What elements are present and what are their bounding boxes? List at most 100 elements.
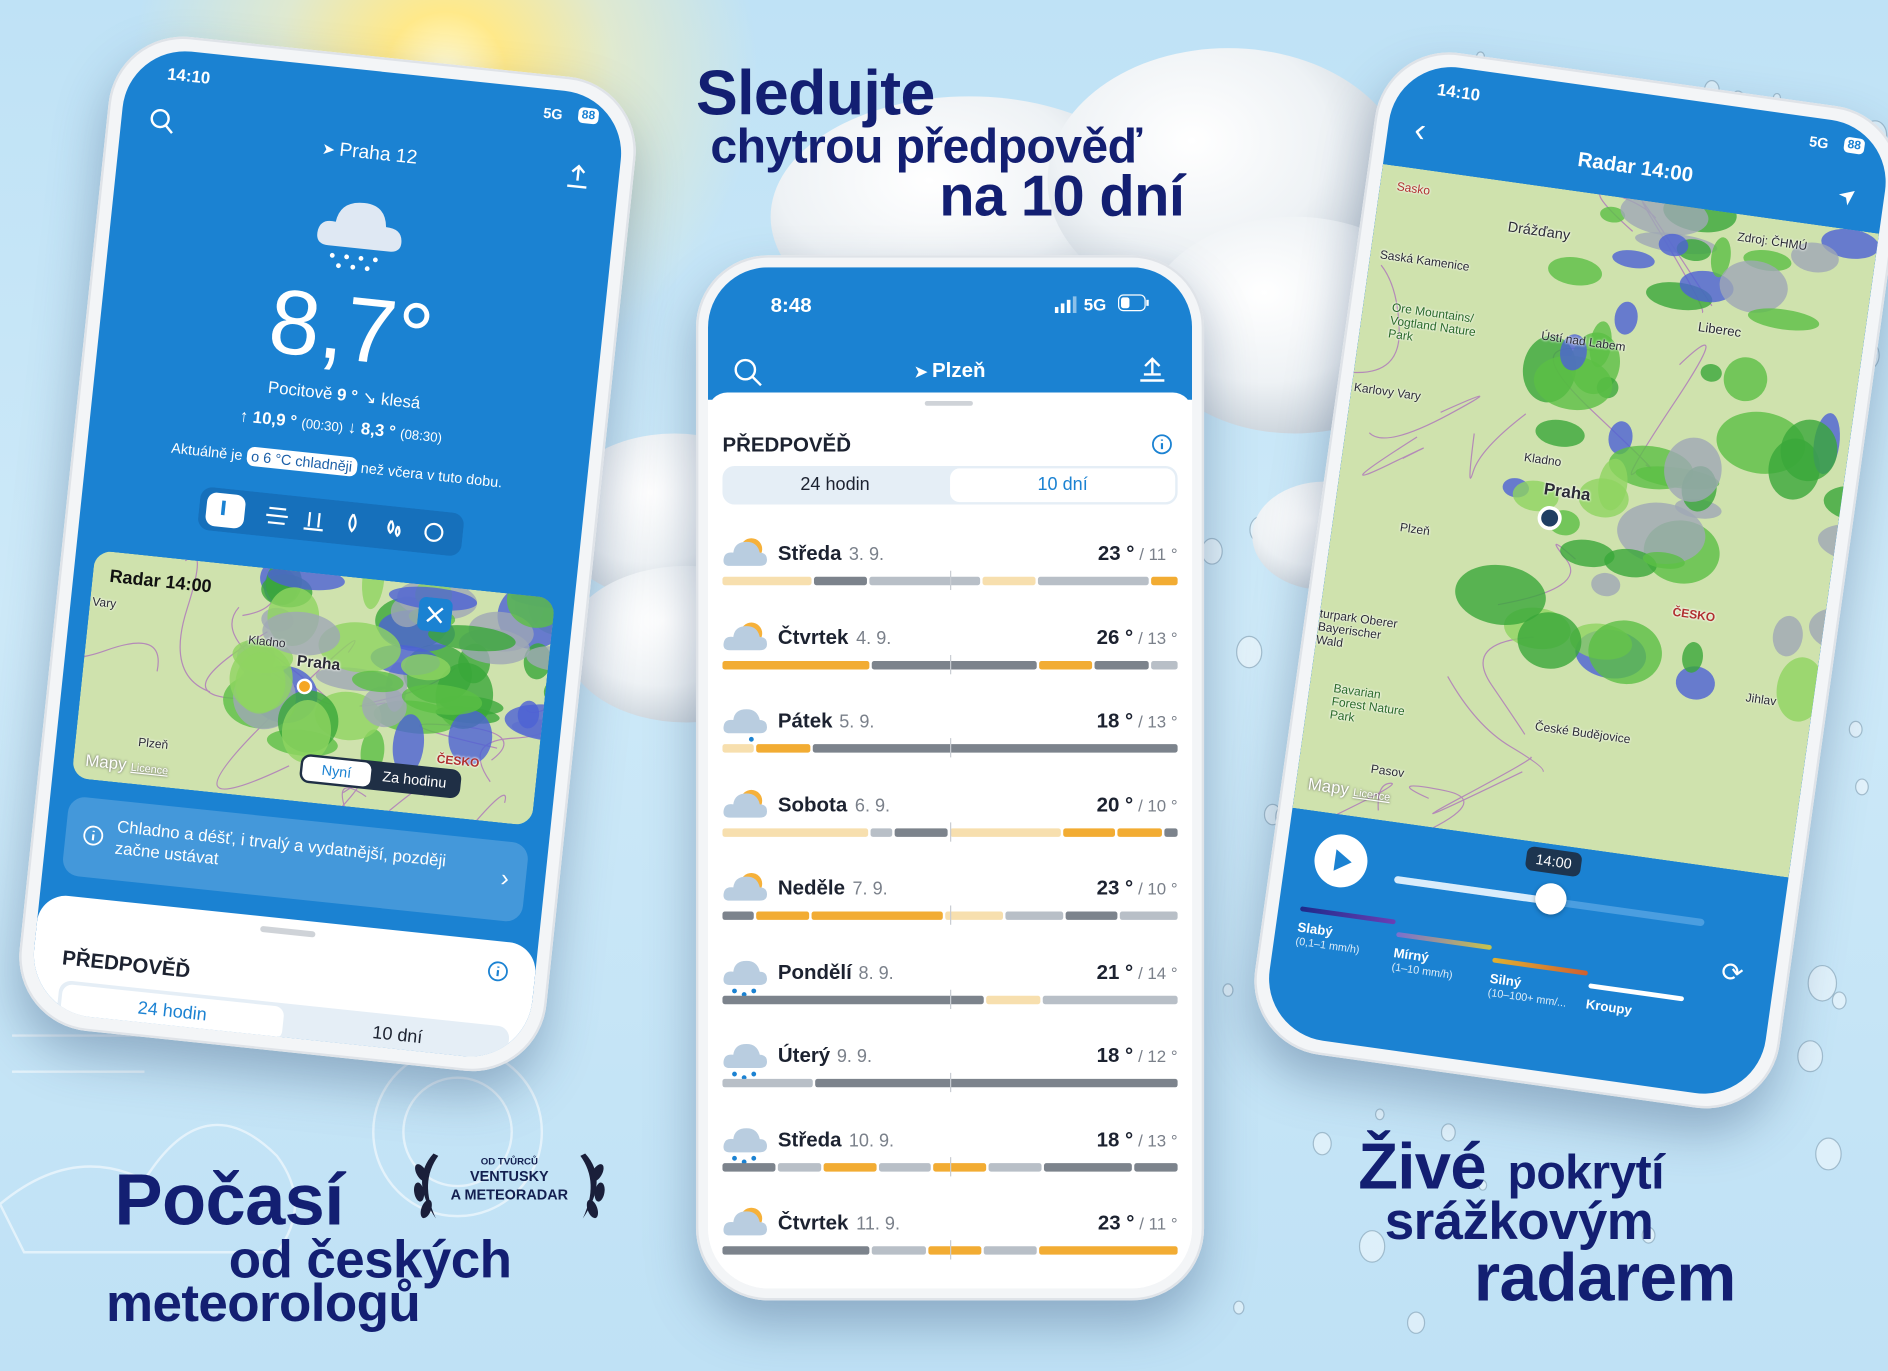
decor: [1054, 296, 1077, 314]
day-name: Úterý: [777, 1043, 831, 1067]
day-row[interactable]: Neděle 7. 9. 23 °/ 10 °: [722, 869, 1178, 941]
headline: Živé: [1358, 1130, 1486, 1203]
day-row[interactable]: Středa 10. 9. 18 °/ 13 °: [722, 1120, 1178, 1192]
decor: [580, 1153, 597, 1219]
midnight-line: [950, 738, 952, 758]
drop: [751, 1155, 757, 1161]
precip: [1560, 539, 1615, 568]
bar-segment: [815, 1078, 1178, 1088]
legend-item: Mírný (1–10 mm/h): [1391, 931, 1493, 986]
midnight-line: [950, 1240, 952, 1260]
summary-text: Chladno a déšť, i trvalý a vydatnější, p…: [114, 816, 448, 871]
radar-card[interactable]: Radar 14:00 Vary Kladno Praha Plzeň ČESK…: [71, 550, 556, 826]
weather-icon: [723, 960, 768, 997]
share-icon[interactable]: [1137, 354, 1168, 385]
precip: [401, 654, 451, 681]
precip: [1675, 666, 1715, 700]
droplet: [1233, 1300, 1245, 1315]
trend: ↘ klesá: [361, 386, 422, 413]
bar-segment: [1037, 576, 1149, 586]
licence[interactable]: Licence: [130, 760, 169, 777]
decor: [1140, 357, 1165, 382]
summary-card[interactable]: Chladno a déšť, i trvalý a vydatnější, p…: [61, 795, 530, 923]
decor: [567, 164, 587, 189]
day-row[interactable]: Sobota 6. 9. 20 °/ 10 °: [722, 786, 1178, 858]
bar-segment: [722, 1246, 870, 1255]
share-icon[interactable]: [562, 161, 594, 193]
droplet: [1201, 537, 1223, 565]
temps: 23 °/ 11 °: [1098, 1211, 1178, 1235]
bar-segment: [1151, 576, 1178, 586]
precip: [235, 652, 286, 714]
compare-text: než včera v tuto dobu.: [359, 459, 504, 492]
play-button[interactable]: [1311, 830, 1371, 891]
radar-map-area[interactable]: Sasko Drážďany Zdroj: ČHMÚ Saská Kamenic…: [1292, 163, 1880, 878]
phone-right: 14:10 5G 88 ‹ Radar 14:00 ➤ Sasko Drážďa…: [1244, 42, 1888, 1119]
temp-min: / 13 °: [1138, 1130, 1178, 1150]
temp-max: 23 °: [1097, 541, 1135, 565]
precip: [1719, 260, 1788, 313]
drop: [732, 1071, 737, 1077]
bar-segment: [871, 660, 1037, 669]
info-icon[interactable]: [486, 959, 510, 983]
precip: [1617, 502, 1706, 564]
precip: [1517, 612, 1582, 669]
bar-segment: [722, 1078, 814, 1088]
badge-text: OD TVŮRCŮ: [480, 1155, 538, 1167]
status-time: 8:48: [770, 293, 812, 317]
droplet: [1797, 1040, 1824, 1073]
border: [1353, 264, 1400, 374]
bar-segment: [813, 576, 867, 586]
day-row[interactable]: Středa 3. 9. 23 °/ 11 °: [722, 535, 1178, 607]
search-icon[interactable]: [732, 356, 763, 387]
precip: [352, 670, 404, 693]
temp-min: / 11 °: [1139, 1213, 1178, 1233]
temp-max: 23 °: [1097, 1211, 1135, 1235]
bar-segment: [722, 576, 812, 586]
sheet-handle: [924, 400, 973, 406]
tab-10d[interactable]: 10 dní: [950, 468, 1176, 503]
headline: Sledujte: [695, 59, 935, 129]
drop: [732, 987, 737, 993]
parameter-tabs[interactable]: [197, 486, 465, 557]
decor: [415, 1164, 428, 1182]
forecast-tabs: 24 hodin 10 dní: [722, 465, 1178, 505]
decor: [1333, 849, 1352, 871]
day-date: 5. 9.: [839, 711, 875, 733]
cloud: [723, 792, 768, 817]
day-bar: [722, 1162, 1178, 1171]
expand-button[interactable]: [416, 596, 453, 633]
bar-segment: [1039, 1246, 1178, 1255]
drop: [751, 1071, 757, 1077]
day-row[interactable]: Čtvrtek 11. 9. 23 °/ 11 °: [722, 1204, 1178, 1276]
weather-icon: [723, 1207, 768, 1236]
precip: [1533, 355, 1613, 411]
badge-laurel: [413, 1153, 605, 1219]
tab-24h[interactable]: 24 hodin: [800, 474, 870, 495]
day-row[interactable]: Úterý 9. 9. 18 °/ 12 °: [722, 1037, 1178, 1109]
day-date: 6. 9.: [854, 795, 891, 816]
refresh-button[interactable]: ⟳: [1719, 955, 1746, 989]
forecast-heading: PŘEDPOVĚĎ: [722, 433, 851, 457]
decor: [420, 1199, 432, 1219]
slider-thumb[interactable]: [1533, 881, 1569, 917]
day-row[interactable]: Pátek 5. 9. 18 °/ 13 °: [722, 702, 1178, 774]
day-row[interactable]: Čtvrtek 4. 9. 26 °/ 13 °: [722, 618, 1178, 690]
info-icon[interactable]: [1151, 433, 1173, 455]
day-bar: [722, 1078, 1178, 1088]
day-date: 11. 9.: [856, 1213, 900, 1235]
tab-10d[interactable]: 10 dní: [371, 1022, 424, 1049]
decor: [590, 1164, 604, 1182]
decor: [1072, 296, 1077, 314]
bar-segment: [1120, 911, 1178, 920]
location[interactable]: ➤ Plzeň: [708, 359, 1192, 383]
temps: 20 °/ 10 °: [1097, 793, 1178, 817]
location[interactable]: ➤ Praha 12: [119, 117, 619, 191]
bar-segment: [1043, 1162, 1132, 1171]
decor: [317, 202, 402, 252]
toggle-now[interactable]: Nyní: [301, 756, 372, 788]
day-row[interactable]: Pondělí 8. 9. 21 °/ 14 °: [722, 953, 1178, 1025]
precip: [1612, 250, 1655, 269]
search-icon[interactable]: [146, 105, 178, 137]
network: 5G: [1808, 132, 1830, 153]
